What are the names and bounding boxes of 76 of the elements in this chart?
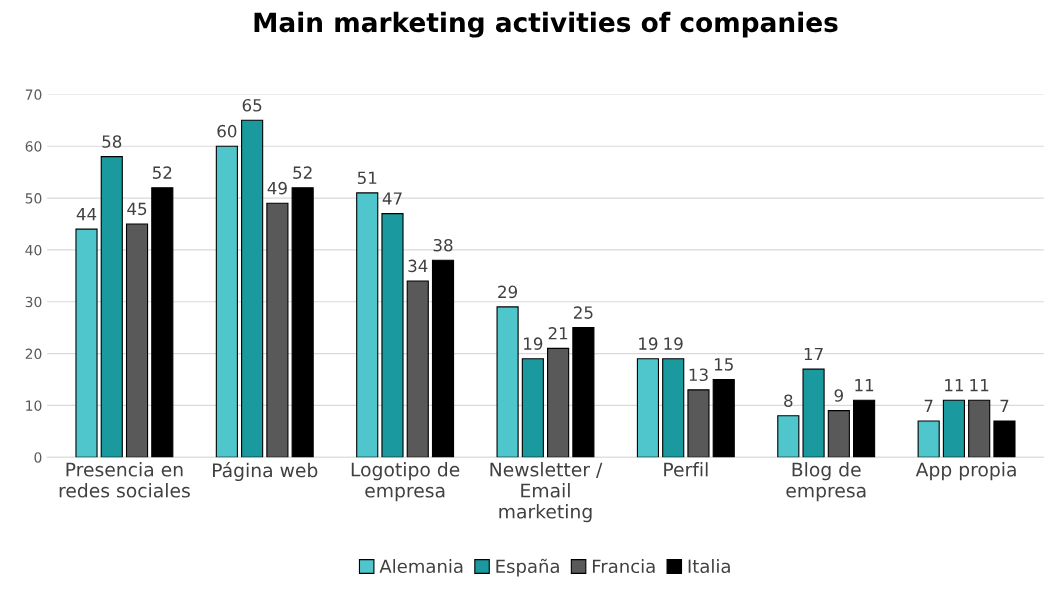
data-label: 11	[945, 379, 963, 392]
bar	[496, 306, 519, 458]
legend-label: España	[496, 558, 559, 577]
data-label: 58	[102, 135, 122, 148]
y-tick-label: 70	[25, 89, 42, 100]
data-label: 9	[834, 389, 843, 402]
data-label: 19	[664, 337, 683, 350]
x-tick-label: Presencia en redes sociales	[59, 462, 190, 498]
x-tick-label: Perfil	[664, 462, 708, 477]
legend-label: Italia	[688, 559, 730, 574]
bar	[431, 259, 455, 458]
data-label: 19	[524, 337, 543, 350]
data-label: 11	[970, 379, 989, 392]
bar	[827, 410, 850, 458]
x-tick-label: Newsletter / Email marketing	[490, 462, 603, 523]
chart-title: Main marketing activities of companies	[254, 11, 838, 38]
bar	[802, 368, 825, 458]
bar	[968, 399, 991, 458]
x-tick-label: App propia	[915, 462, 1016, 481]
x-tick-label: Página web	[213, 462, 318, 482]
legend-label: Francia	[592, 559, 655, 574]
bar	[636, 358, 660, 458]
bar	[266, 202, 289, 458]
y-tick-label: 30	[25, 296, 42, 308]
x-tick-label: Logotipo de empresa	[351, 462, 460, 502]
data-label: 45	[127, 202, 147, 216]
bar	[572, 327, 595, 458]
data-label: 11	[855, 379, 874, 392]
y-tick-label: 0	[34, 452, 42, 463]
bar	[151, 187, 174, 458]
data-label: 47	[382, 192, 402, 205]
x-tick-label: Blog de empresa	[786, 462, 866, 502]
legend-label: Alemania	[379, 559, 463, 574]
data-label: 52	[293, 166, 312, 179]
y-tick-label: 40	[25, 244, 42, 256]
bar	[215, 145, 238, 458]
bar	[687, 389, 710, 458]
data-label: 7	[924, 399, 933, 412]
data-label: 19	[639, 337, 658, 350]
data-label: 38	[433, 238, 453, 252]
data-label: 8	[784, 394, 793, 407]
y-tick-label: 60	[25, 141, 42, 152]
data-label: 51	[357, 171, 377, 185]
data-label: 44	[76, 208, 97, 221]
data-label: 29	[498, 285, 518, 299]
data-label: 21	[548, 327, 568, 340]
data-label: 7	[1000, 399, 1009, 412]
bar	[241, 119, 264, 458]
bar	[853, 399, 876, 458]
y-tick-label: 20	[25, 348, 42, 360]
bar	[547, 347, 570, 458]
data-label: 60	[217, 124, 237, 138]
bar	[521, 358, 544, 458]
bar	[662, 358, 685, 458]
bar	[942, 399, 966, 458]
y-tick-label: 10	[26, 400, 42, 411]
bar	[75, 228, 98, 458]
bar	[291, 187, 314, 458]
data-label: 52	[152, 166, 172, 179]
bar	[125, 223, 149, 458]
data-label: 49	[267, 181, 287, 195]
bar	[406, 280, 429, 458]
bar	[100, 156, 123, 458]
data-label: 17	[804, 347, 823, 361]
data-label: 25	[573, 306, 593, 319]
bar	[917, 420, 940, 458]
bar	[356, 192, 379, 458]
bar	[381, 213, 404, 458]
bar	[777, 415, 800, 458]
data-label: 15	[714, 358, 733, 371]
data-label: 13	[689, 368, 708, 382]
data-label: 65	[242, 98, 262, 112]
bar	[712, 378, 735, 458]
bar	[993, 420, 1016, 458]
y-tick-label: 50	[25, 193, 42, 204]
data-label: 34	[408, 259, 428, 273]
